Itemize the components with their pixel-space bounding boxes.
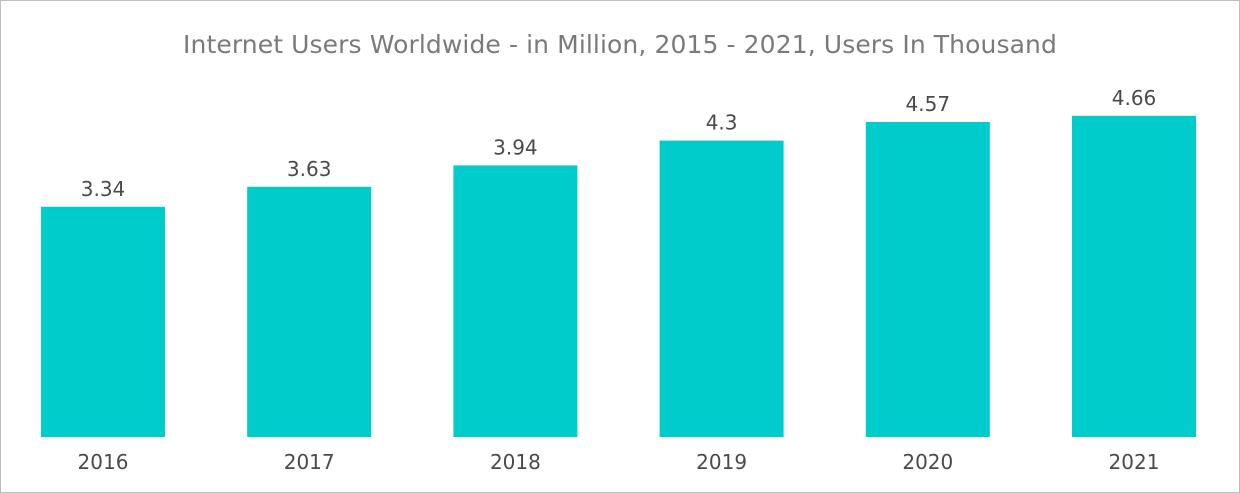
bar-value-label-2020: 4.57 [906, 92, 951, 116]
x-tick-label-2018: 2018 [490, 450, 541, 474]
x-tick-label-2020: 2020 [902, 450, 953, 474]
bar-2021 [1072, 115, 1196, 438]
x-tick-label-2016: 2016 [78, 450, 129, 474]
x-tick-label-2021: 2021 [1109, 450, 1160, 474]
bar-value-label-2019: 4.3 [706, 111, 738, 135]
bar-2020 [865, 122, 990, 437]
chart-title: Internet Users Worldwide - in Million, 2… [183, 30, 1057, 59]
x-tick-label-2017: 2017 [284, 450, 335, 474]
x-tick-label-2019: 2019 [696, 450, 747, 474]
bar-2018 [453, 165, 578, 437]
bar-value-label-2018: 3.94 [493, 135, 538, 159]
bar-value-label-2016: 3.34 [81, 177, 126, 201]
bar-2019 [659, 140, 784, 437]
bar-value-label-2017: 3.63 [287, 157, 332, 181]
bar-2017 [247, 186, 372, 437]
bar-2016 [41, 206, 165, 437]
bar-value-label-2021: 4.66 [1112, 86, 1157, 110]
